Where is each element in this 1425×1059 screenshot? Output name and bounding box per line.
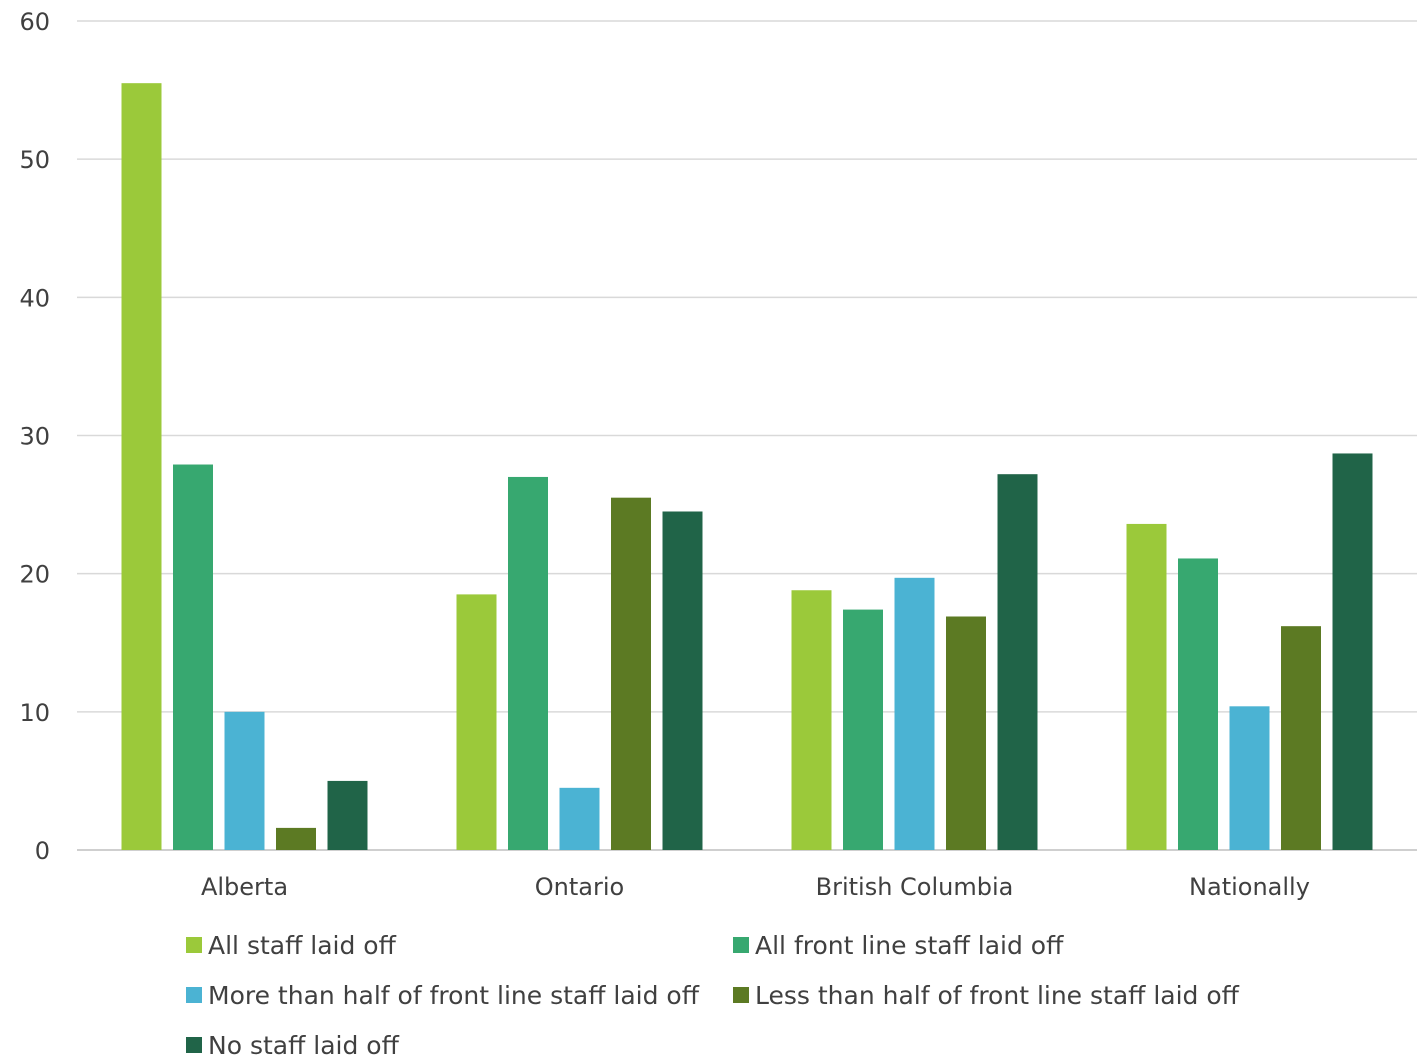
bar-nationally-series-4 — [1281, 626, 1321, 850]
y-tick-label: 50 — [19, 146, 50, 174]
gridlines — [77, 20, 1417, 851]
legend-label: More than half of front line staff laid … — [208, 981, 700, 1010]
bars — [121, 83, 1373, 851]
bar-ontario-series-4 — [611, 497, 651, 850]
bar-british-columbia-series-1 — [791, 590, 832, 850]
bar-ontario-series-2 — [508, 476, 548, 850]
legend-label: All staff laid off — [208, 931, 397, 960]
legend-swatch — [186, 937, 202, 953]
y-tick-label: 10 — [19, 699, 50, 727]
x-category-label: British Columbia — [816, 873, 1014, 901]
bar-nationally-series-5 — [1332, 453, 1373, 850]
bar-british-columbia-series-4 — [946, 616, 986, 850]
x-category-label: Alberta — [201, 873, 288, 901]
y-tick-label: 20 — [19, 561, 50, 589]
x-category-label: Nationally — [1189, 873, 1310, 901]
x-category-label: Ontario — [535, 873, 624, 901]
legend-item: Less than half of front line staff laid … — [733, 981, 1240, 1010]
legend-item: All staff laid off — [186, 931, 397, 960]
legend-swatch — [733, 987, 749, 1003]
legend-item: All front line staff laid off — [733, 931, 1064, 960]
bar-nationally-series-3 — [1229, 706, 1270, 850]
bar-british-columbia-series-3 — [894, 577, 935, 850]
bar-alberta-series-3 — [224, 711, 265, 850]
legend-swatch — [186, 987, 202, 1003]
legend-label: No staff laid off — [208, 1031, 400, 1059]
y-tick-label: 0 — [35, 837, 50, 865]
legend-label: Less than half of front line staff laid … — [755, 981, 1240, 1010]
bar-alberta-series-1 — [121, 83, 162, 851]
legend-item: More than half of front line staff laid … — [186, 981, 700, 1010]
bar-ontario-series-5 — [662, 511, 703, 850]
y-tick-label: 40 — [19, 284, 50, 312]
y-tick-label: 60 — [19, 8, 50, 36]
bar-nationally-series-1 — [1126, 523, 1167, 850]
legend-label: All front line staff laid off — [755, 931, 1064, 960]
legend-swatch — [733, 937, 749, 953]
bar-ontario-series-3 — [559, 787, 600, 850]
bar-nationally-series-2 — [1178, 558, 1218, 850]
bar-alberta-series-5 — [327, 780, 368, 850]
legend-swatch — [186, 1037, 202, 1053]
x-axis-category-labels: Alberta Ontario British Columbia Nationally — [201, 873, 1310, 901]
y-tick-label: 30 — [19, 423, 50, 451]
bar-ontario-series-1 — [456, 594, 497, 850]
bar-alberta-series-2 — [173, 464, 213, 850]
y-axis-tick-labels: 0 10 20 30 40 50 60 — [19, 8, 50, 865]
bar-alberta-series-4 — [276, 827, 316, 850]
bar-british-columbia-series-5 — [997, 474, 1038, 850]
bar-british-columbia-series-2 — [843, 609, 883, 850]
legend: All staff laid off All front line staff l… — [186, 931, 1240, 1059]
legend-item: No staff laid off — [186, 1031, 400, 1059]
